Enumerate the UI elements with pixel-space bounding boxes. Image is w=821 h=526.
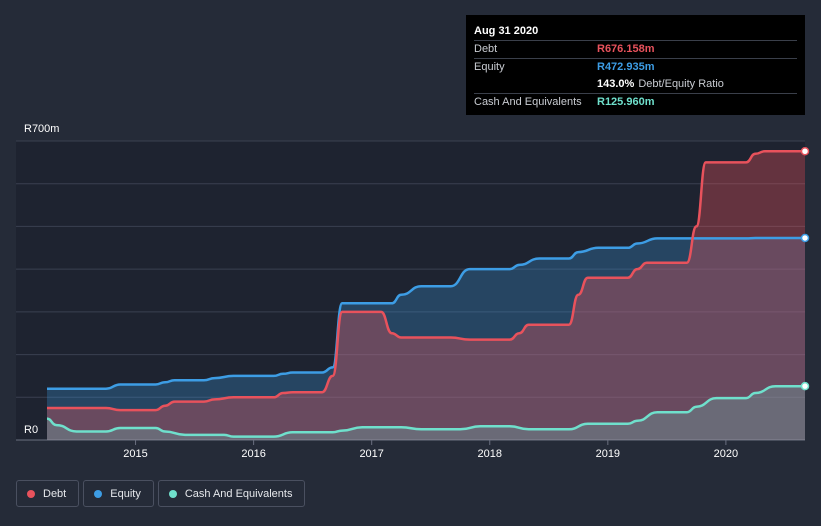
legend-label-cash: Cash And Equivalents bbox=[184, 487, 293, 500]
tooltip-debt-label: Debt bbox=[474, 43, 498, 55]
x-tick-label-0: 2015 bbox=[123, 448, 147, 460]
debt-line bbox=[47, 150, 805, 412]
cash-end-point bbox=[800, 381, 810, 391]
tooltip-date: Aug 31 2020 bbox=[474, 25, 539, 37]
x-tick-label-2: 2017 bbox=[359, 448, 383, 460]
tooltip-row-ratio: 143.0% Debt/Equity Ratio bbox=[474, 76, 797, 93]
x-tick-label-4: 2019 bbox=[596, 448, 620, 460]
equity-area bbox=[47, 238, 805, 440]
tooltip-row-equity: Equity R472.935m bbox=[474, 58, 797, 76]
tooltip-equity-value: R472.935m bbox=[597, 61, 655, 73]
cash-line bbox=[46, 384, 805, 438]
tooltip-row-cash: Cash And Equivalents R125.960m bbox=[474, 93, 797, 111]
debt-area bbox=[47, 151, 805, 441]
tooltip-ratio-value: 143.0% bbox=[597, 78, 635, 90]
debt-end-point bbox=[800, 147, 810, 156]
y-tick-label-0: R0 bbox=[24, 424, 38, 436]
tooltip: Aug 31 2020 Debt R676.158m Equity R472.9… bbox=[466, 15, 805, 115]
legend-dot-equity-icon bbox=[94, 489, 103, 498]
tooltip-cash-value: R125.960m bbox=[597, 96, 655, 108]
x-tick-label-1: 2016 bbox=[241, 448, 265, 460]
cash-area bbox=[47, 386, 805, 440]
tooltip-debt-value: R676.158m bbox=[597, 43, 655, 55]
legend-item-debt[interactable]: Debt bbox=[16, 480, 80, 507]
legend-label-debt: Debt bbox=[43, 487, 67, 500]
tooltip-ratio-text: Debt/Equity Ratio bbox=[638, 78, 724, 90]
tooltip-cash-label: Cash And Equivalents bbox=[474, 96, 582, 108]
legend-label-equity: Equity bbox=[110, 487, 141, 500]
legend-item-cash[interactable]: Cash And Equivalents bbox=[157, 480, 306, 507]
tooltip-row-debt: Debt R676.158m bbox=[474, 40, 797, 58]
equity-line bbox=[47, 236, 805, 390]
x-tick-label-3: 2018 bbox=[478, 448, 502, 460]
legend: Debt Equity Cash And Equivalents bbox=[16, 480, 306, 507]
x-tick-label-5: 2020 bbox=[714, 448, 738, 460]
equity-end-point bbox=[800, 233, 810, 243]
legend-dot-debt-icon bbox=[27, 489, 35, 498]
legend-dot-cash-icon bbox=[168, 489, 177, 498]
legend-item-equity[interactable]: Equity bbox=[83, 480, 154, 507]
y-tick-label-1: R700m bbox=[24, 123, 59, 135]
tooltip-equity-label: Equity bbox=[474, 61, 505, 73]
